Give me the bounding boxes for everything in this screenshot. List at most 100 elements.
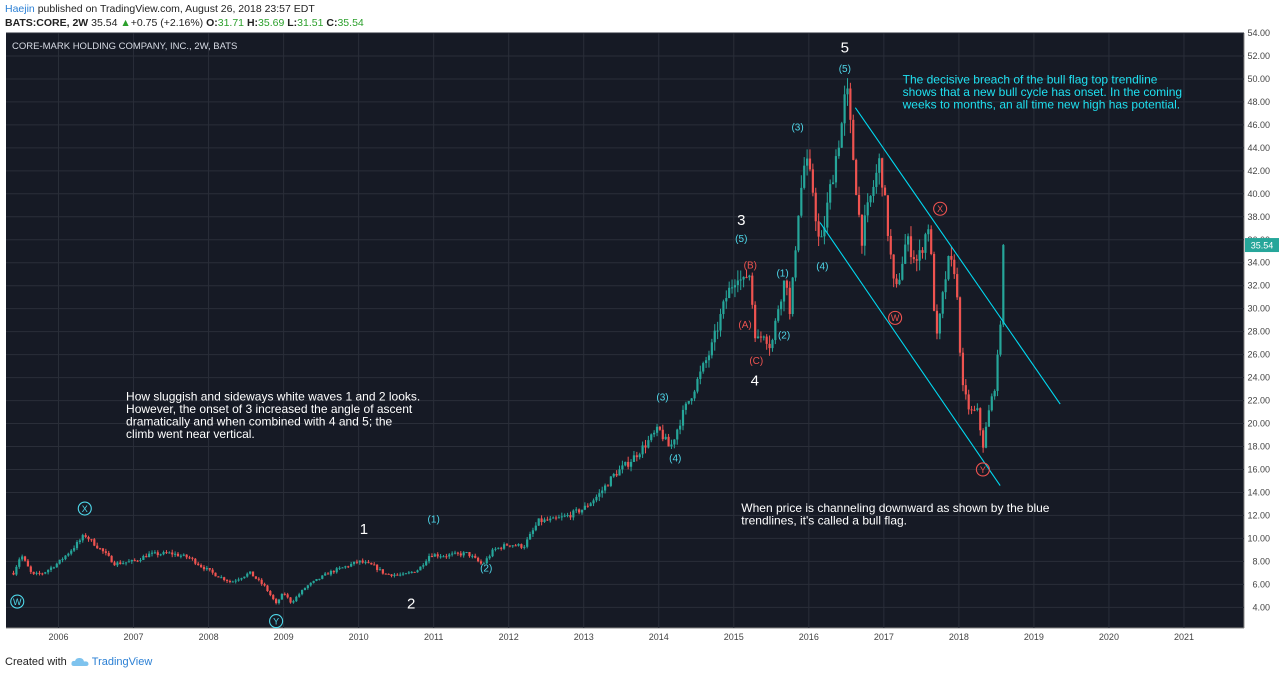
candle-body (953, 259, 956, 275)
candle-body (67, 553, 70, 556)
candle-body (75, 542, 79, 549)
candle-body (73, 548, 76, 551)
candle-body (171, 552, 174, 555)
y-tick-label: 4.00 (1252, 602, 1270, 612)
candle-body (179, 555, 182, 557)
candle-body (537, 518, 540, 526)
candle-body (534, 525, 537, 531)
candle-body (742, 276, 745, 280)
candle-body (831, 182, 835, 185)
candle-body (119, 562, 122, 564)
candle-body (272, 595, 275, 600)
candle-body (523, 546, 526, 548)
x-tick-label: 2006 (49, 632, 69, 642)
candle-body (422, 565, 425, 567)
candle-body (736, 280, 739, 286)
candle-body (352, 561, 356, 564)
candle-body (84, 535, 87, 537)
candles (12, 78, 1005, 605)
candle-body (730, 287, 734, 289)
candle-body (462, 552, 465, 556)
candle-body (554, 517, 558, 519)
wave-circle (933, 201, 948, 216)
candle-body (26, 560, 30, 567)
candle-body (987, 410, 990, 427)
candle-body (543, 519, 546, 523)
candle-body (935, 310, 939, 334)
y-tick-label: 28.00 (1247, 327, 1270, 337)
note-line: weeks to months, an all time new high ha… (902, 98, 1180, 112)
wave-label: (B) (744, 260, 757, 271)
x-tick-label: 2010 (349, 632, 369, 642)
candle-body (592, 500, 595, 504)
candle-body (436, 554, 439, 557)
wave-label: (5) (735, 234, 747, 245)
y-tick-label: 16.00 (1247, 464, 1270, 474)
candle-body (528, 533, 532, 540)
candle-body (716, 330, 719, 332)
author-link[interactable]: Haejin (5, 3, 35, 15)
candle-body (852, 119, 855, 160)
candle-body (514, 545, 517, 547)
candle-body (150, 552, 154, 554)
candle-body (329, 570, 333, 575)
candle-body (837, 147, 840, 157)
circled-wave-label: W (888, 310, 903, 325)
wave-circle-text: W (891, 313, 900, 323)
candle-body (347, 566, 350, 568)
candle-body (260, 579, 263, 584)
candle-body (32, 571, 35, 574)
candle-body (615, 473, 618, 476)
candle-body (358, 560, 361, 563)
candle-body (575, 509, 578, 511)
candle-body (872, 186, 875, 196)
candle-body (618, 469, 621, 476)
candle-body (488, 556, 491, 559)
candle-body (840, 123, 843, 148)
candle-body (384, 573, 387, 575)
candle-body (797, 215, 800, 251)
last-price-tag (1245, 238, 1279, 253)
candle-body (650, 434, 653, 441)
candle-body (921, 250, 924, 253)
candle-body (881, 158, 884, 188)
candle-body (762, 336, 765, 338)
candle-body (399, 574, 402, 576)
candle-body (673, 439, 676, 445)
candle-body (148, 553, 151, 558)
y-tick-label: 52.00 (1247, 51, 1270, 61)
candle-body (162, 552, 165, 555)
x-tick-label: 2019 (1024, 632, 1044, 642)
candle-body (759, 336, 763, 338)
candle-body (823, 227, 826, 237)
candle-body (540, 518, 543, 523)
candle-body (745, 276, 748, 278)
x-tick-label: 2015 (724, 632, 744, 642)
candle-body (820, 236, 823, 238)
candle-body (612, 473, 615, 477)
candle-body (883, 187, 887, 196)
wave-label: (5) (839, 64, 851, 75)
candle-body (407, 572, 410, 574)
x-tick-label: 2020 (1099, 632, 1119, 642)
candle-body (335, 568, 338, 573)
candle-body (754, 304, 757, 339)
candle-body (866, 202, 869, 216)
candle-body (505, 544, 509, 546)
candle-body (805, 158, 809, 166)
low-label: L: (287, 17, 298, 29)
candle-body (693, 391, 696, 399)
candle-body (644, 445, 647, 448)
candle-body (777, 309, 780, 321)
candle-body (915, 259, 918, 261)
note-line: trendlines, it's called a bull flag. (741, 513, 907, 527)
candle-body (243, 576, 246, 579)
candle-body (785, 280, 788, 288)
candle-body (49, 567, 53, 570)
circled-wave-label: X (933, 201, 948, 216)
candle-body (477, 557, 480, 562)
note-line: The decisive breach of the bull flag top… (903, 73, 1158, 87)
candle-body (508, 545, 511, 547)
tradingview-link[interactable]: TradingView (91, 656, 153, 668)
